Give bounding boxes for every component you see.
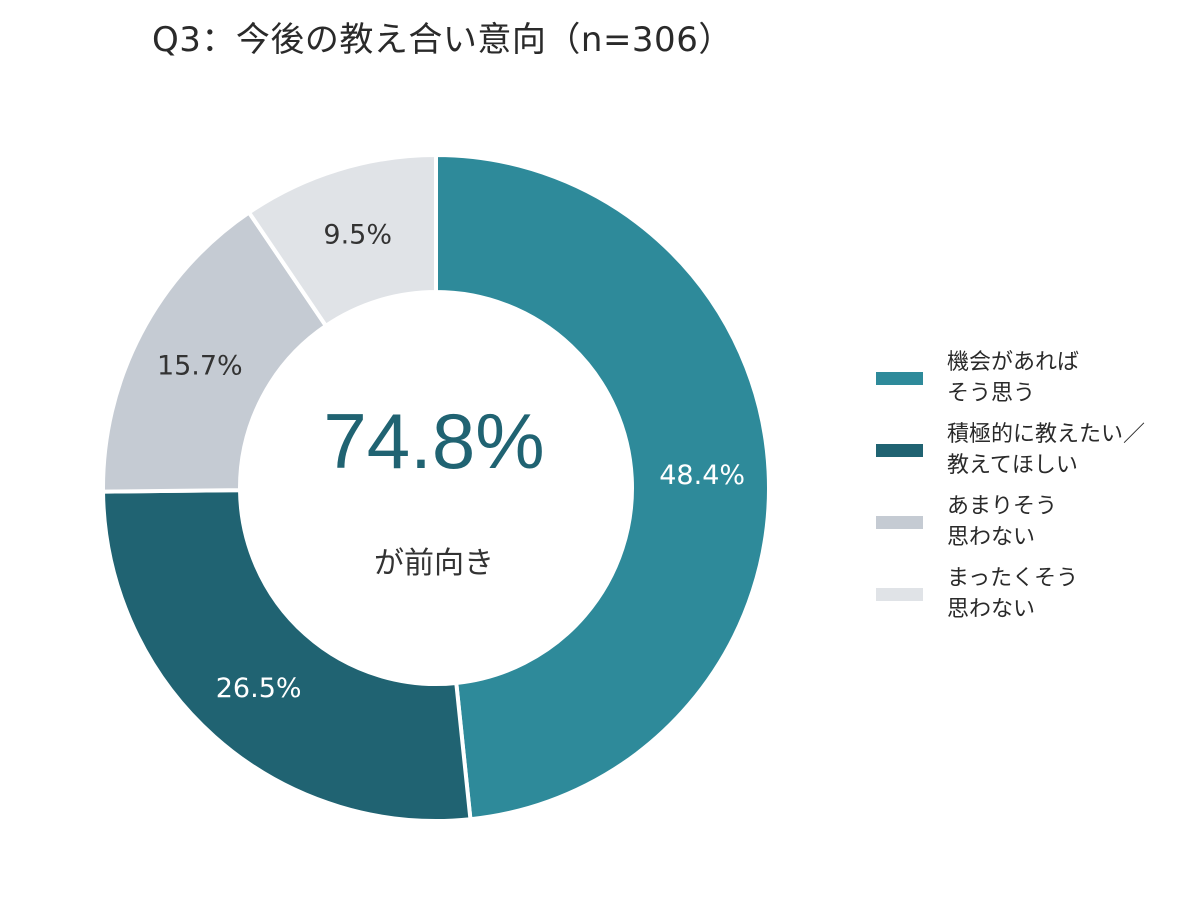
legend-item-3: あまりそう 思わない <box>876 490 1196 554</box>
center-value: 74.8% <box>323 397 544 485</box>
legend: 機会があれば そう思う積極的に教えたい／ 教えてほしい あまりそう 思わない まった… <box>876 346 1196 634</box>
slice-label-2: 26.5% <box>216 673 302 704</box>
slice-label-3: 15.7% <box>157 351 243 382</box>
slice-label-1: 48.4% <box>659 460 745 491</box>
slice-label-group: 48.4% 26.5% 15.7% 9.5% <box>157 219 745 704</box>
legend-label-4: まったくそう 思わない <box>947 566 1079 622</box>
legend-label-1: 機会があれば そう思う <box>947 350 1080 406</box>
slice-group <box>101 153 771 823</box>
legend-item-2: 積極的に教えたい／ 教えてほしい <box>876 418 1196 482</box>
legend-item-1: 機会があれば そう思う <box>876 346 1196 410</box>
donut-slice-4 <box>246 153 438 328</box>
donut-slice-1 <box>434 153 771 822</box>
chart-title: Q3：今後の教え合い意向（n=306） <box>152 20 733 60</box>
legend-item-4: まったくそう 思わない <box>876 562 1196 626</box>
slice-label-4: 9.5% <box>323 219 392 250</box>
center-label: が前向き <box>374 546 494 581</box>
legend-swatch-1 <box>876 371 923 385</box>
donut-slice-3 <box>101 210 328 494</box>
legend-label-3: あまりそう 思わない <box>947 494 1058 550</box>
legend-label-2: 積極的に教えたい／ 教えてほしい <box>947 422 1146 478</box>
donut-slice-2 <box>101 488 473 823</box>
legend-swatch-4 <box>876 587 923 601</box>
legend-swatch-3 <box>876 515 923 529</box>
legend-swatch-2 <box>876 443 923 457</box>
